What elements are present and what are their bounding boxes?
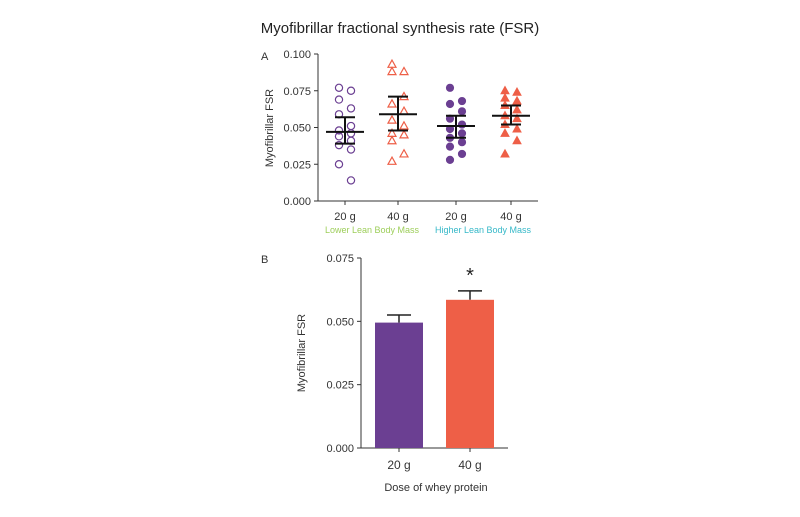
data-point: [500, 85, 510, 95]
panel-b-y-axis-label: Myofibrillar FSR: [296, 314, 308, 392]
data-point: [457, 120, 467, 129]
panel-b-bar-chart: B Myofibrillar FSR 0.0000.0250.0500.075 …: [261, 253, 508, 494]
bar: [446, 299, 494, 448]
panel-b-x-tick-label: 20 g: [387, 458, 410, 472]
data-point: [346, 86, 356, 95]
data-point: [500, 128, 510, 137]
data-point: [346, 121, 356, 131]
data-point: [512, 95, 522, 105]
data-point: [398, 129, 410, 139]
data-point: [386, 135, 398, 145]
data-point: [334, 140, 344, 150]
data-point: [457, 107, 467, 116]
panel-a-x-tick-label: 20 g: [334, 211, 355, 223]
data-point: [457, 96, 467, 106]
data-point: [398, 66, 410, 76]
panel-a-y-tick-label: 0.100: [283, 49, 311, 61]
data-point: [457, 129, 467, 138]
panel-b-y-tick-label: 0.000: [326, 443, 354, 455]
panel-b-label: B: [261, 254, 268, 266]
significance-marker: *: [466, 265, 474, 287]
data-point: [398, 148, 410, 158]
data-point: [457, 138, 467, 147]
data-point: [334, 95, 344, 104]
panel-b-y-tick-label: 0.075: [326, 253, 354, 265]
panel-a-x-tick-label: 40 g: [500, 211, 521, 223]
data-point: [445, 99, 455, 109]
panel-b-x-tick-label: 40 g: [458, 458, 481, 472]
panel-a-y-tick-label: 0.000: [283, 196, 311, 208]
panel-a-y-axis-label: Myofibrillar FSR: [264, 89, 276, 167]
data-point: [386, 114, 398, 124]
panel-a-x-tick-label: 20 g: [445, 211, 466, 223]
data-point: [445, 155, 455, 164]
figure-title: Myofibrillar fractional synthesis rate (…: [261, 20, 539, 37]
higher-lean-body-mass-label: Higher Lean Body Mass: [435, 225, 532, 235]
data-point: [398, 120, 410, 130]
data-point: [512, 135, 522, 145]
data-point: [512, 123, 522, 133]
data-point: [445, 142, 455, 151]
panel-b-y-tick-label: 0.025: [326, 380, 354, 392]
data-point: [500, 148, 510, 158]
data-point: [512, 104, 522, 114]
lower-lean-body-mass-label: Lower Lean Body Mass: [325, 225, 420, 235]
data-point: [334, 160, 344, 169]
panel-a-y-tick-label: 0.025: [283, 159, 311, 171]
panel-a-y-tick-label: 0.050: [283, 123, 311, 135]
data-point: [386, 66, 398, 76]
data-point: [334, 83, 344, 93]
data-point: [346, 104, 356, 113]
data-point: [512, 113, 522, 123]
data-point: [398, 105, 410, 115]
data-point: [500, 92, 510, 102]
panel-b-y-tick-label: 0.050: [326, 316, 354, 328]
data-point: [512, 86, 522, 96]
data-point: [457, 149, 467, 159]
panel-a-scatter-plot: A Myofibrillar FSR 0.000 0.025 0.050 0.075 0…: [261, 49, 538, 235]
data-point: [346, 145, 356, 154]
data-point: [386, 98, 398, 108]
panel-a-x-tick-label: 40 g: [387, 211, 408, 223]
data-point: [346, 129, 356, 138]
panel-b-x-axis-label: Dose of whey protein: [384, 482, 487, 494]
panel-a-y-tick-label: 0.075: [283, 86, 311, 98]
data-point: [445, 83, 455, 92]
data-point: [386, 155, 398, 165]
data-point: [346, 176, 356, 185]
panel-a-label: A: [261, 51, 269, 63]
bar: [375, 322, 423, 448]
data-point: [334, 126, 344, 135]
